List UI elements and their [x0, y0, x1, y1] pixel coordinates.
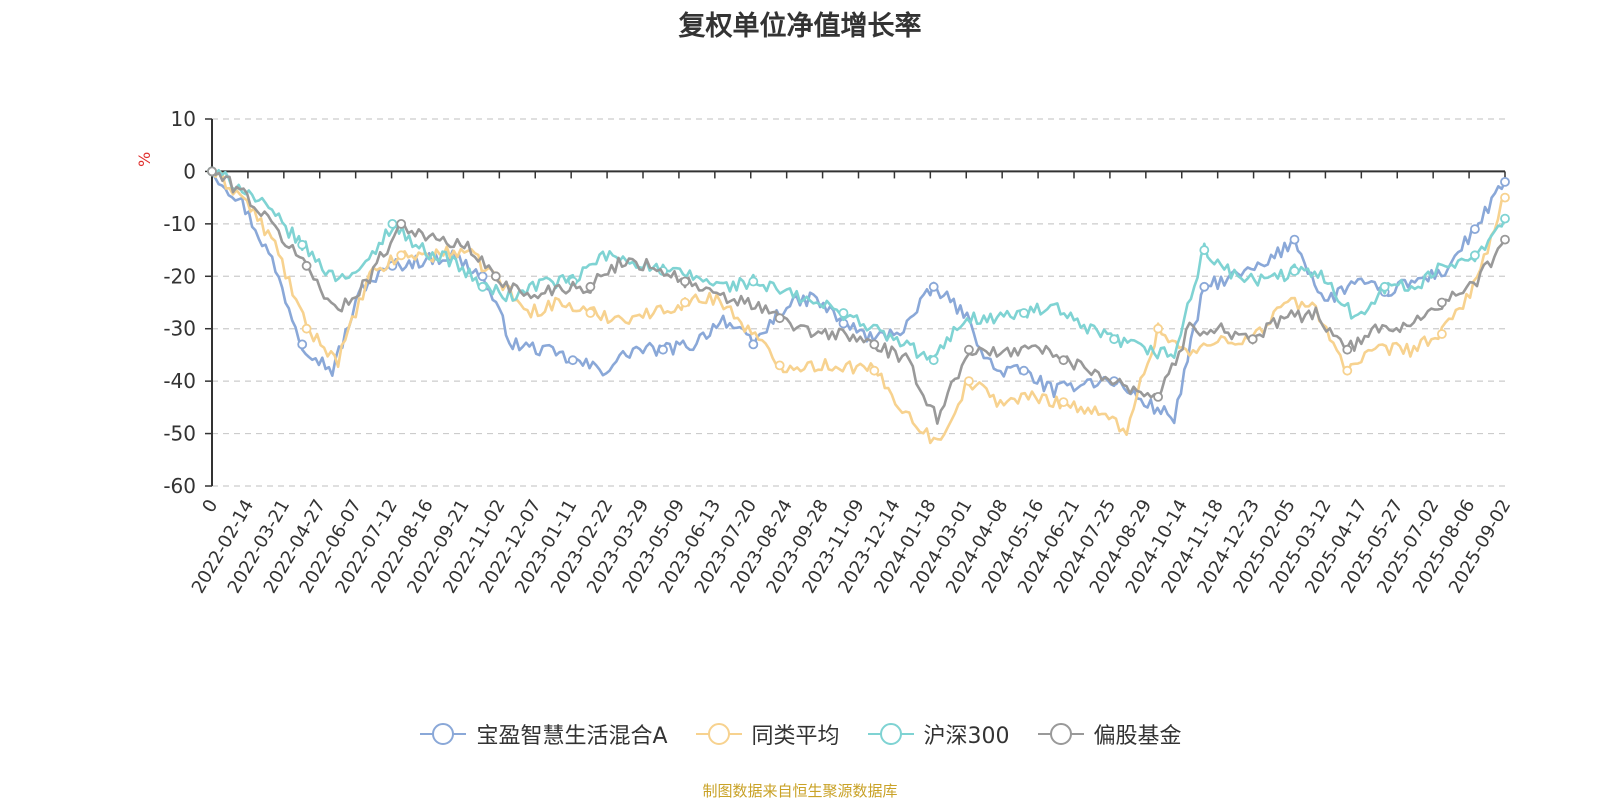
- legend-label-csi300: 沪深300: [923, 724, 1010, 749]
- y-tick-label: 10: [171, 107, 196, 131]
- legend-marker-icon: [867, 723, 914, 745]
- data-point-marker: [585, 308, 596, 318]
- y-tick-label: -60: [163, 474, 196, 498]
- legend-marker-icon: [1037, 723, 1084, 745]
- legend-item-equity-funds[interactable]: 偏股基金: [1036, 718, 1182, 750]
- data-point-marker: [396, 250, 407, 261]
- legend: 宝盈智慧生活混合A 同类平均 沪深300 偏股基金: [0, 718, 1600, 750]
- data-point-marker: [477, 271, 488, 282]
- legend-label-peer-average: 同类平均: [751, 724, 840, 749]
- data-point-marker: [928, 281, 939, 292]
- legend-marker-icon: [695, 723, 742, 745]
- data-point-marker: [1500, 234, 1510, 245]
- legend-item-fund[interactable]: 宝盈智慧生活混合A: [418, 718, 668, 750]
- data-point-marker: [1342, 365, 1353, 376]
- data-point-marker: [387, 218, 398, 229]
- data-point-marker: [1153, 391, 1163, 402]
- tick-labels: 100-10-20-30-40-50-60%02022-02-142022-03…: [135, 107, 1515, 597]
- data-point-marker: [1058, 355, 1069, 366]
- axes: [205, 118, 1506, 487]
- line-chart: 100-10-20-30-40-50-60%02022-02-142022-03…: [135, 107, 1515, 597]
- data-point-marker: [1500, 213, 1510, 224]
- data-point-marker: [1153, 323, 1163, 334]
- data-point-marker: [301, 323, 312, 334]
- y-tick-label: -40: [163, 369, 196, 393]
- data-point-marker: [490, 271, 501, 282]
- data-point-marker: [748, 276, 759, 287]
- data-point-marker: [477, 281, 488, 292]
- chart-title: 复权单位净值增长率: [678, 11, 922, 42]
- data-point-marker: [838, 308, 849, 318]
- data-point-marker: [297, 239, 308, 250]
- data-point-marker: [774, 360, 785, 371]
- data-point-marker: [1342, 344, 1353, 355]
- data-point-marker: [1437, 297, 1447, 308]
- data-point-marker: [869, 365, 880, 376]
- data-point-marker: [1058, 397, 1069, 408]
- data-point-marker: [1247, 334, 1258, 345]
- data-point-marker: [1109, 334, 1119, 345]
- data-point-marker: [1199, 281, 1210, 292]
- y-tick-label: 0: [183, 159, 196, 183]
- series-line-1: [210, 169, 1506, 445]
- data-point-marker: [567, 355, 578, 366]
- y-tick-label: -10: [163, 212, 196, 236]
- data-point-marker: [1500, 176, 1510, 187]
- y-tick-label: -50: [163, 422, 196, 446]
- data-point-marker: [1379, 281, 1390, 292]
- data-point-marker: [964, 344, 974, 355]
- data-point-marker: [869, 339, 880, 350]
- data-point-marker: [1019, 308, 1029, 318]
- data-point-marker: [658, 344, 668, 355]
- data-point-marker: [964, 376, 974, 387]
- legend-item-csi300[interactable]: 沪深300: [866, 718, 1010, 750]
- data-point-marker: [928, 355, 939, 366]
- data-point-marker: [297, 339, 308, 350]
- legend-item-peer-average[interactable]: 同类平均: [694, 718, 840, 750]
- data-point-marker: [680, 297, 690, 308]
- series-line-3: [211, 170, 1507, 425]
- y-tick-label: -30: [163, 317, 196, 341]
- series-line-0: [210, 170, 1507, 425]
- data-point-marker: [585, 281, 596, 292]
- data-point-marker: [1019, 365, 1029, 376]
- data-point-marker: [680, 276, 690, 287]
- source-note: 制图数据来自恒生聚源数据库: [702, 782, 898, 800]
- data-point-marker: [1437, 329, 1447, 339]
- legend-label-fund: 宝盈智慧生活混合A: [476, 724, 668, 749]
- data-point-marker: [1470, 250, 1480, 261]
- data-point-marker: [1289, 234, 1300, 245]
- data-point-marker: [1470, 224, 1480, 235]
- series-line-2: [211, 169, 1507, 361]
- x-tick-label: 0: [198, 496, 222, 516]
- data-point-marker: [396, 218, 407, 229]
- data-point-marker: [301, 260, 312, 271]
- data-point-marker: [1199, 245, 1210, 256]
- data-point-marker: [774, 313, 785, 324]
- data-point-marker: [1289, 266, 1300, 276]
- y-axis-unit: %: [135, 152, 154, 167]
- legend-label-equity-funds: 偏股基金: [1093, 724, 1182, 749]
- data-point-marker: [207, 166, 217, 177]
- legend-marker-icon: [420, 723, 467, 745]
- y-tick-label: -20: [163, 264, 196, 288]
- series-lines: [207, 166, 1510, 445]
- data-point-marker: [748, 339, 759, 350]
- data-point-marker: [1500, 192, 1510, 203]
